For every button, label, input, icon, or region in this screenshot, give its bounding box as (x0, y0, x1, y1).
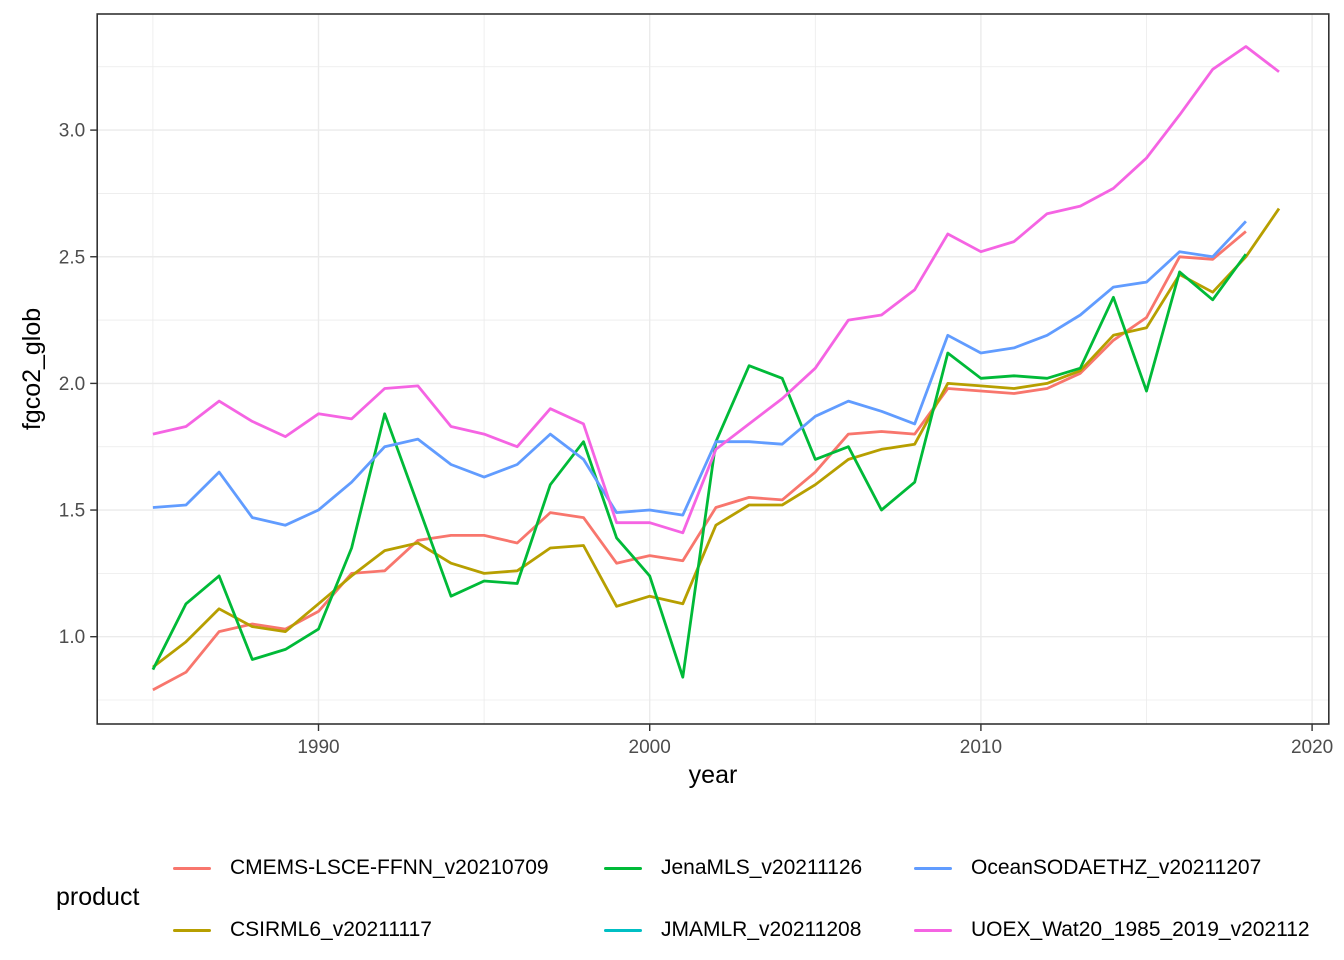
legend-item-label: JenaMLS_v20211126 (661, 856, 863, 879)
y-tick-label: 2.0 (59, 374, 85, 395)
panel-background (97, 14, 1329, 724)
x-tick-label: 2020 (1291, 737, 1333, 758)
legend-item: JMAMLR_v20211208 (604, 916, 861, 944)
y-tick-label: 1.0 (59, 627, 85, 648)
legend-key-line-icon (604, 866, 642, 870)
y-tick-label: 1.5 (59, 501, 85, 522)
y-axis-title: fgco2_glob (18, 308, 46, 430)
y-tick-label: 2.5 (59, 247, 85, 268)
legend-key-line-icon (914, 866, 952, 870)
panel-border (96, 13, 1330, 725)
series-line-OceanSODAETHZ_v20211207 (152, 220, 1247, 527)
legend-item: JenaMLS_v20211126 (604, 854, 862, 882)
legend-item-label: UOEX_Wat20_1985_2019_v202112 (971, 918, 1310, 941)
legend-item-label: CSIRML6_v20211117 (230, 918, 432, 941)
x-tick-label: 2000 (629, 737, 671, 758)
series-line-UOEX_Wat20_1985_2019_v202112 (152, 45, 1280, 535)
legend-item-label: JMAMLR_v20211208 (661, 918, 862, 941)
legend-key-line-icon (914, 928, 952, 932)
legend-title: product (56, 883, 140, 911)
series-line-CMEMS-LSCE-FFNN_v20210709 (152, 230, 1247, 692)
line-chart: 1.0 1.5 2.0 2.5 3.0 1990 2000 2010 2020 year fgco2… (18, 13, 1333, 789)
legend-item: UOEX_Wat20_1985_2019_v202112 (914, 916, 1310, 944)
legend-item: CMEMS-LSCE-FFNN_v20210709 (173, 854, 549, 882)
series-line-JenaMLS_v20211126 (151, 253, 1248, 679)
legend-key-line-icon (173, 866, 211, 870)
legend-key-line-icon (604, 928, 642, 932)
x-tick-label: 1990 (297, 737, 339, 758)
series-line-CSIRML6_v20211117 (152, 207, 1281, 669)
legend-item-label: OceanSODAETHZ_v20211207 (971, 856, 1262, 879)
legend-item: CSIRML6_v20211117 (173, 916, 432, 944)
legend-item-label: CMEMS-LSCE-FFNN_v20210709 (230, 856, 549, 879)
legend-key-line-icon (173, 928, 211, 932)
x-tick-label: 2010 (960, 737, 1002, 758)
legend-item: OceanSODAETHZ_v20211207 (914, 854, 1261, 882)
y-tick-label: 3.0 (59, 121, 85, 142)
x-axis-title: year (689, 761, 738, 789)
